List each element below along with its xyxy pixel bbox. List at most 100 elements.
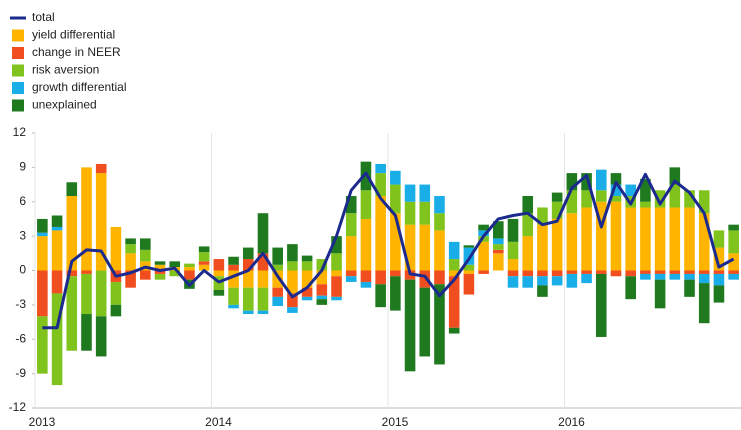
bar (713, 270, 725, 274)
bar (434, 284, 445, 365)
bar (184, 263, 195, 268)
bar (213, 270, 225, 277)
bar (478, 224, 489, 231)
bar (345, 196, 357, 214)
bar (728, 230, 739, 254)
bar (404, 201, 416, 225)
bar (713, 285, 725, 303)
bar (375, 196, 386, 271)
bar (140, 249, 151, 262)
bar (140, 238, 151, 250)
bar (360, 270, 372, 282)
bar (287, 261, 298, 271)
bar (684, 190, 695, 208)
bar (257, 253, 269, 271)
bar (37, 316, 48, 374)
bar (301, 261, 313, 271)
bar (375, 163, 386, 174)
legend-label: growth differential (32, 80, 127, 94)
bar (242, 259, 254, 271)
bar (184, 270, 195, 280)
bar (316, 259, 328, 271)
legend-swatch (12, 82, 24, 94)
bar (81, 167, 92, 271)
bar (537, 207, 548, 225)
bar (375, 284, 386, 308)
bar (551, 270, 563, 277)
bar (169, 261, 181, 268)
bar (669, 184, 681, 208)
bar (51, 215, 63, 227)
bar (345, 213, 357, 237)
bar (37, 270, 48, 317)
bar (478, 236, 489, 242)
bar (331, 270, 342, 277)
bar (360, 281, 372, 288)
bar (360, 218, 372, 271)
bar (375, 173, 386, 197)
y-tick-label: -6 (15, 331, 26, 345)
bar (640, 273, 651, 280)
bar (566, 190, 578, 214)
bar (345, 236, 357, 271)
bar (37, 218, 48, 233)
bar (434, 196, 445, 214)
bar (154, 273, 166, 280)
bar (404, 279, 416, 372)
bar (507, 218, 519, 242)
bar (242, 287, 254, 311)
bar (728, 224, 739, 231)
bar (154, 270, 166, 274)
bar (478, 241, 489, 271)
bar (537, 276, 548, 286)
bar (654, 273, 666, 280)
bar (625, 276, 636, 300)
bar (301, 255, 313, 262)
bar (360, 190, 372, 219)
bar (566, 173, 578, 191)
x-tick-label: 2014 (205, 415, 232, 429)
bar (404, 224, 416, 271)
bar (448, 241, 460, 260)
bar (213, 289, 225, 296)
bar (419, 224, 431, 271)
bar (390, 184, 401, 214)
bar (654, 207, 666, 271)
bar (198, 246, 210, 253)
bar (595, 169, 607, 191)
bar (522, 276, 534, 288)
bar (390, 213, 401, 271)
bar (390, 270, 401, 277)
bar (154, 264, 166, 271)
bar (331, 296, 342, 301)
bar (198, 264, 210, 271)
bar (566, 270, 578, 274)
line (42, 171, 735, 330)
bar (610, 270, 622, 277)
bar (169, 270, 181, 277)
bar (242, 247, 254, 260)
legend-swatch (12, 64, 24, 77)
bar (272, 270, 283, 288)
legend-label: change in NEER (32, 45, 121, 59)
bar (125, 270, 136, 288)
bar (66, 270, 78, 277)
bar (228, 270, 239, 288)
legend-swatch (12, 29, 24, 42)
bar (713, 230, 725, 248)
bar (566, 213, 578, 271)
bar (404, 184, 416, 202)
bar (257, 270, 269, 288)
bar (301, 296, 313, 301)
bar (198, 252, 210, 262)
bar (581, 190, 592, 208)
bar (448, 276, 460, 328)
bar (51, 293, 63, 386)
bar (640, 178, 651, 202)
legend-label: risk aversion (32, 63, 99, 77)
bar (125, 244, 136, 254)
bar (81, 270, 92, 274)
bar (713, 247, 725, 271)
bar (228, 304, 239, 309)
y-tick-label: -12 (9, 400, 27, 414)
